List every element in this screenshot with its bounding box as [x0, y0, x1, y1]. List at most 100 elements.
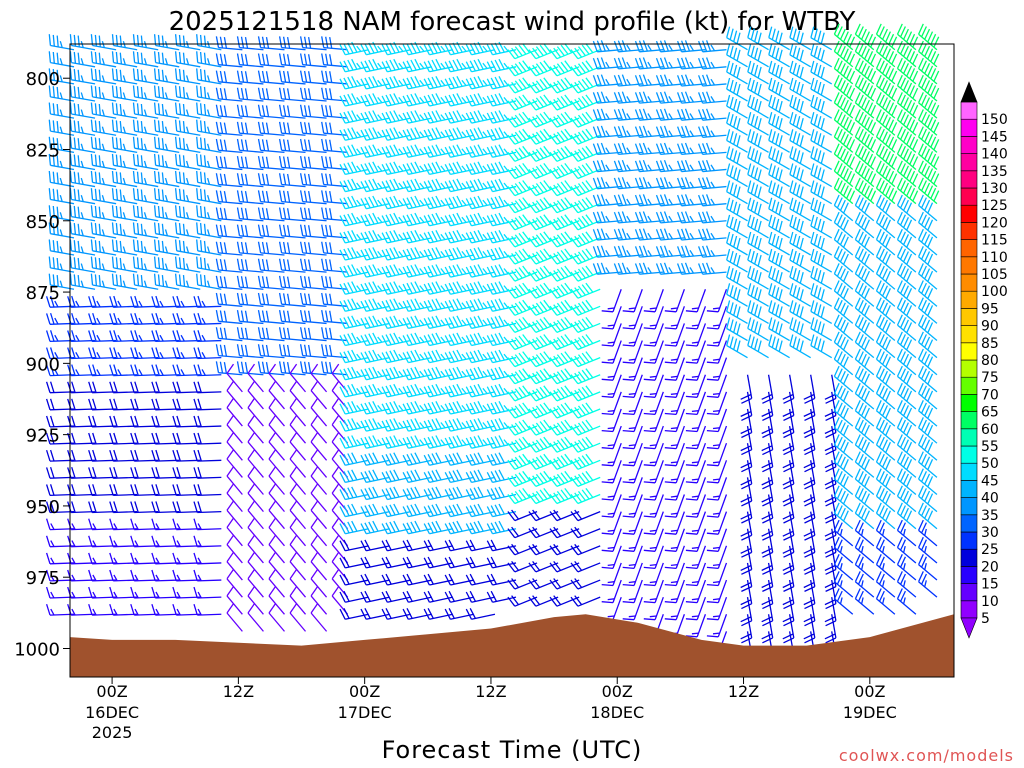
wind-barb: [69, 68, 96, 85]
wind-barb: [67, 518, 96, 531]
wind-barb: [130, 604, 159, 616]
wind-barb: [549, 526, 580, 539]
wind-barb: [215, 104, 243, 119]
wind-barb: [193, 449, 222, 462]
wind-barb: [88, 398, 117, 411]
wind-barb: [247, 517, 264, 547]
wind-barb: [423, 383, 453, 398]
wind-barb: [570, 488, 601, 505]
y-tick-label: 900: [26, 354, 60, 375]
wind-barb: [193, 398, 222, 411]
wind-barb: [174, 188, 201, 205]
wind-barb: [88, 535, 117, 548]
x-tick-label: 00Z: [854, 682, 885, 701]
wind-barb: [486, 229, 517, 244]
wind-barb: [360, 212, 390, 227]
wind-barb: [549, 94, 580, 111]
wind-barb: [507, 385, 538, 402]
wind-barb: [321, 138, 348, 153]
wind-barb: [528, 526, 559, 539]
wind-barb: [507, 317, 538, 334]
wind-barb: [174, 256, 201, 273]
wind-barb: [90, 239, 117, 256]
wind-barb: [226, 500, 243, 530]
wind-barb: [570, 543, 601, 556]
wind-barb: [257, 173, 285, 188]
wind-barb: [236, 155, 264, 171]
wind-barb: [215, 121, 243, 136]
wind-barb: [174, 273, 201, 290]
colorbar-swatch: [960, 514, 978, 533]
wind-barb: [174, 205, 201, 222]
wind-barb: [486, 556, 517, 569]
wind-barb: [278, 344, 306, 359]
colorbar-label: 110: [981, 250, 1008, 266]
wind-barb: [360, 178, 390, 193]
wind-barb: [193, 330, 222, 343]
wind-barb: [549, 60, 580, 77]
wind-barb: [278, 138, 306, 153]
wind-barb: [402, 230, 432, 244]
wind-barb: [570, 334, 601, 351]
wind-barb: [172, 330, 201, 343]
colorbar-label: 30: [981, 525, 999, 541]
wind-barb: [226, 380, 243, 410]
wind-barb: [507, 419, 538, 436]
wind-barb: [465, 401, 496, 415]
x-tick-label: 00Z: [349, 682, 380, 701]
wind-barb: [67, 586, 96, 599]
wind-barb: [549, 385, 580, 402]
wind-barb: [69, 136, 96, 153]
wind-barb: [486, 418, 517, 432]
wind-barb: [321, 190, 348, 205]
wind-barb: [236, 104, 264, 119]
wind-barb: [69, 85, 96, 102]
wind-barb: [67, 398, 96, 411]
wind-barb: [278, 361, 306, 376]
wind-barb: [174, 102, 201, 119]
wind-barb: [111, 222, 138, 239]
wind-barb: [151, 415, 180, 428]
wind-barb: [153, 153, 180, 171]
wind-barb: [193, 484, 222, 497]
colorbar-label: 105: [981, 267, 1008, 283]
wind-barb: [278, 70, 306, 85]
wind-barb: [549, 368, 580, 385]
wind-barb: [172, 484, 201, 497]
colorbar-label: 45: [981, 473, 999, 489]
wind-barb: [360, 366, 390, 381]
wind-barb: [151, 586, 180, 599]
wind-barb: [486, 573, 517, 586]
wind-barb: [67, 381, 96, 394]
wind-barb: [381, 195, 411, 210]
wind-barb: [402, 247, 432, 261]
wind-barb: [69, 239, 96, 256]
wind-barb: [88, 484, 117, 497]
wind-barb: [88, 604, 117, 616]
colorbar-label: 115: [981, 233, 1008, 249]
colorbar-label: 125: [981, 198, 1008, 214]
wind-barb: [215, 87, 243, 102]
wind-barb: [172, 381, 201, 394]
wind-barb: [172, 586, 201, 599]
wind-barb: [132, 153, 159, 171]
wind-barb: [109, 432, 138, 445]
wind-barb: [247, 432, 264, 461]
wind-barb: [486, 75, 517, 90]
wind-barb: [215, 70, 243, 85]
wind-barb: [486, 315, 517, 330]
wind-barb: [268, 466, 285, 495]
wind-barb: [570, 595, 601, 607]
wind-barb: [215, 190, 243, 205]
wind-barb: [257, 70, 285, 85]
wind-barb: [268, 363, 285, 393]
wind-barb: [528, 128, 559, 145]
wind-barb: [321, 344, 348, 359]
wind-barb: [381, 58, 411, 73]
wind-barb: [226, 466, 243, 495]
y-tick-label: 825: [26, 141, 60, 162]
wind-barb: [130, 398, 159, 411]
wind-barb: [90, 102, 117, 119]
wind-barb: [196, 119, 222, 136]
wind-barb: [549, 543, 580, 556]
